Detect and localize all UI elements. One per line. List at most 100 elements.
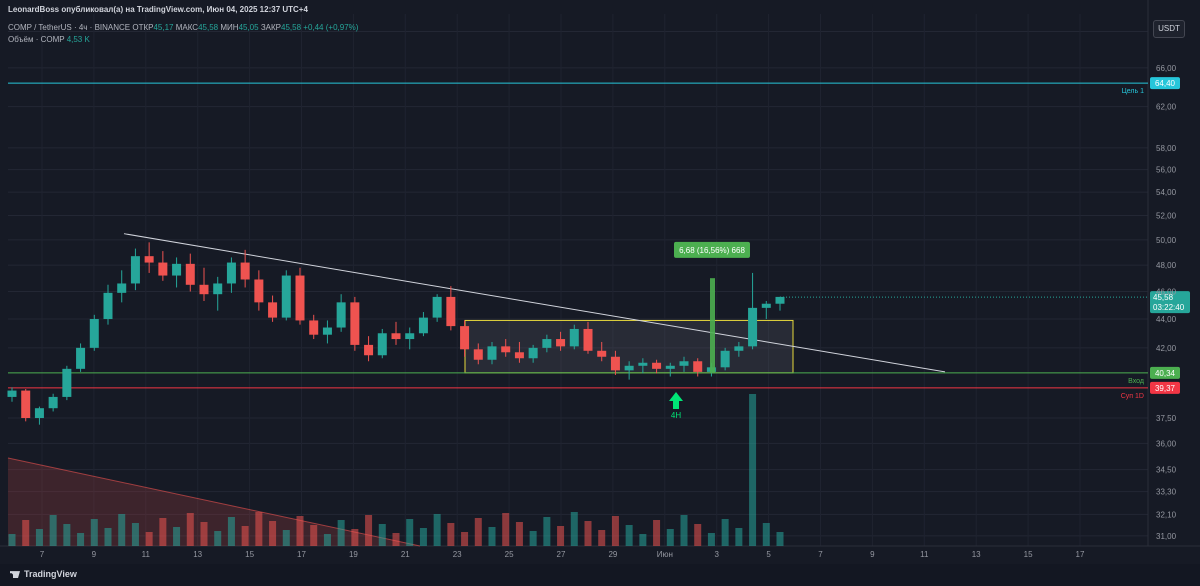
- x-tick-label: 17: [1076, 550, 1085, 559]
- candle-body[interactable]: [364, 344, 374, 356]
- candle-body[interactable]: [501, 346, 511, 353]
- candle-body[interactable]: [597, 350, 607, 357]
- candle-body[interactable]: [172, 263, 182, 276]
- candle-body[interactable]: [473, 349, 483, 360]
- measure-bar[interactable]: [710, 278, 715, 374]
- candle-body[interactable]: [185, 263, 195, 285]
- candle-body[interactable]: [528, 347, 538, 359]
- volume-area-edge: [7, 457, 421, 547]
- volume-bar: [310, 525, 318, 546]
- candle-body[interactable]: [254, 279, 264, 303]
- candle-body[interactable]: [652, 362, 662, 369]
- candle-body[interactable]: [103, 292, 113, 320]
- candle-body[interactable]: [556, 339, 566, 347]
- symbol-name[interactable]: COMP / TetherUS · 4ч · BINANCE: [8, 23, 131, 32]
- x-tick-label: 27: [557, 550, 566, 559]
- candle-body[interactable]: [199, 284, 209, 295]
- y-tick-label: 62,00: [1156, 103, 1177, 112]
- candle-body[interactable]: [144, 256, 154, 263]
- signal-label: 4H: [671, 411, 681, 420]
- volume-bars: [8, 394, 784, 546]
- candle-body[interactable]: [21, 390, 31, 419]
- candle-body[interactable]: [62, 368, 72, 397]
- volume-bar: [241, 526, 249, 546]
- price-level-value: 64,40: [1155, 79, 1176, 88]
- y-tick-label: 32,10: [1156, 510, 1177, 519]
- volume-bar: [22, 520, 30, 546]
- signal-arrow: 4H: [669, 392, 683, 420]
- candle-body[interactable]: [130, 256, 140, 284]
- candlesticks: [7, 242, 785, 425]
- trendline[interactable]: [123, 233, 946, 373]
- volume-bar: [419, 528, 427, 546]
- candle-body[interactable]: [391, 333, 401, 340]
- candle-body[interactable]: [693, 361, 703, 372]
- up-arrow-icon: [669, 392, 683, 409]
- x-tick-label: 15: [1024, 550, 1033, 559]
- x-tick-label: 29: [608, 550, 617, 559]
- candle-body[interactable]: [460, 326, 470, 350]
- candle-body[interactable]: [350, 302, 360, 345]
- candle-body[interactable]: [322, 327, 332, 335]
- candle-body[interactable]: [89, 319, 99, 348]
- candle-body[interactable]: [610, 356, 620, 371]
- volume-bar: [337, 520, 345, 546]
- candle-body[interactable]: [268, 302, 278, 318]
- candle-body[interactable]: [432, 296, 442, 318]
- candle-body[interactable]: [569, 328, 579, 347]
- candle-body[interactable]: [775, 296, 785, 304]
- candle-body[interactable]: [377, 333, 387, 356]
- tradingview-icon: [10, 571, 20, 579]
- x-tick-label: 9: [870, 550, 875, 559]
- candle-body[interactable]: [679, 361, 689, 366]
- candle-body[interactable]: [405, 333, 415, 340]
- volume-bar: [639, 534, 647, 546]
- candle-body[interactable]: [213, 283, 223, 295]
- volume-bar: [461, 532, 469, 546]
- candle-body[interactable]: [240, 262, 250, 280]
- volume-value: 4,53 K: [66, 35, 90, 44]
- candle-body[interactable]: [720, 350, 730, 368]
- candle-body[interactable]: [542, 339, 552, 348]
- volume-bar: [77, 533, 85, 546]
- candle-body[interactable]: [226, 262, 236, 284]
- x-tick-label: 7: [40, 550, 45, 559]
- currency-button[interactable]: USDT: [1153, 20, 1185, 38]
- candle-body[interactable]: [761, 303, 771, 308]
- candle-body[interactable]: [514, 352, 524, 359]
- candle-body[interactable]: [665, 365, 675, 369]
- publication-info: LeonardBoss опубликовал(а) на TradingVie…: [8, 5, 308, 14]
- candle-body[interactable]: [418, 317, 428, 334]
- tradingview-logo[interactable]: TradingView: [10, 569, 77, 579]
- volume-bar: [351, 529, 359, 546]
- candle-body[interactable]: [336, 302, 346, 328]
- volume-bar: [488, 527, 496, 546]
- volume-bar: [227, 517, 235, 546]
- candle-body[interactable]: [76, 347, 86, 369]
- candle-body[interactable]: [48, 396, 58, 409]
- candle-body[interactable]: [7, 390, 17, 397]
- candle-body[interactable]: [295, 275, 305, 321]
- candle-body[interactable]: [158, 262, 168, 276]
- bar-countdown: 03:22:40: [1153, 303, 1185, 312]
- candle-body[interactable]: [446, 296, 456, 327]
- candle-body[interactable]: [638, 362, 648, 366]
- volume-bar: [173, 527, 181, 546]
- candle-body[interactable]: [281, 275, 291, 318]
- candle-body[interactable]: [117, 283, 127, 293]
- candle-body[interactable]: [624, 365, 634, 371]
- candle-body[interactable]: [583, 328, 593, 351]
- candle-body[interactable]: [748, 307, 758, 347]
- price-level-tag: [1150, 366, 1180, 379]
- candle-body[interactable]: [487, 346, 497, 360]
- candle-body[interactable]: [309, 320, 319, 335]
- y-tick-label: 31,00: [1156, 532, 1177, 541]
- candle-body[interactable]: [734, 346, 744, 351]
- y-tick-label: 33,30: [1156, 488, 1177, 497]
- volume-bar: [584, 521, 592, 546]
- candle-body[interactable]: [34, 408, 44, 419]
- last-price-value: 45,58: [1153, 293, 1174, 302]
- price-level-tag: [1150, 381, 1180, 394]
- volume-bar: [35, 529, 43, 546]
